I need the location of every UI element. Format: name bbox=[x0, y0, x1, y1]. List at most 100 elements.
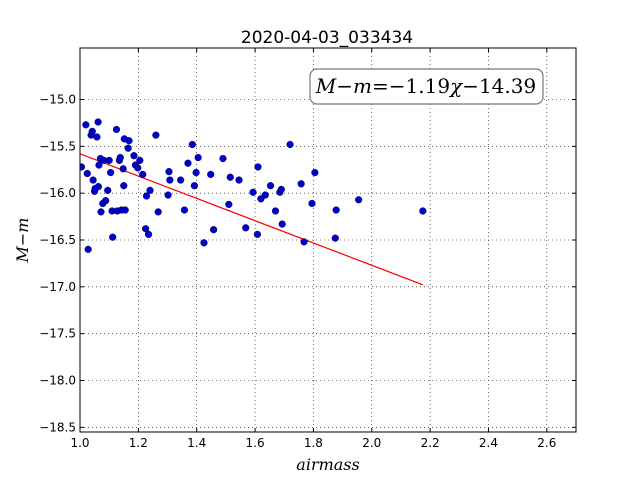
data-point bbox=[142, 225, 150, 233]
fit-line bbox=[79, 153, 424, 286]
data-point bbox=[84, 245, 92, 253]
y-axis-label: M−m bbox=[13, 218, 32, 264]
data-point bbox=[83, 169, 91, 178]
x-axis-label: airmass bbox=[296, 455, 359, 474]
data-point bbox=[165, 168, 173, 176]
data-point bbox=[112, 125, 121, 134]
x-tick-label: 2.6 bbox=[537, 436, 556, 450]
x-tick-labels: 1.0 1.2 1.4 1.6 1.8 2.0 2.2 2.4 2.6 bbox=[70, 436, 556, 450]
data-point bbox=[97, 208, 105, 216]
data-point bbox=[94, 183, 102, 191]
fit-line-group bbox=[79, 153, 424, 286]
data-point bbox=[93, 133, 101, 141]
data-point bbox=[297, 180, 305, 188]
data-point bbox=[130, 152, 138, 160]
annotation-var: χ bbox=[448, 74, 464, 98]
y-tick-label: −16.5 bbox=[39, 233, 76, 247]
y-tick-label: −15.5 bbox=[39, 139, 76, 153]
data-point bbox=[188, 140, 196, 149]
data-point bbox=[119, 165, 127, 173]
data-point bbox=[249, 188, 257, 196]
data-point bbox=[104, 186, 112, 194]
data-point bbox=[190, 182, 198, 190]
y-tick-labels: −15.0 −15.5 −16.0 −16.5 −17.0 −17.5 −18.0 −18.5 bbox=[39, 93, 76, 435]
data-point bbox=[166, 176, 174, 184]
data-point bbox=[116, 153, 124, 162]
data-point bbox=[142, 192, 151, 200]
data-point bbox=[82, 121, 90, 129]
data-point bbox=[235, 176, 243, 184]
x-tick-label: 1.8 bbox=[304, 436, 323, 450]
data-point bbox=[308, 199, 316, 208]
data-point bbox=[88, 127, 96, 135]
annotation-box bbox=[309, 68, 544, 105]
data-point bbox=[146, 186, 154, 194]
data-point bbox=[180, 206, 189, 214]
data-point bbox=[331, 234, 339, 242]
data-point bbox=[271, 207, 280, 215]
data-point bbox=[226, 173, 234, 181]
equation-annotation: M−m=−1.19χ−14.39 bbox=[309, 68, 544, 105]
x-tick-label: 1.6 bbox=[246, 436, 265, 450]
y-tick-label: −17.0 bbox=[39, 280, 76, 294]
y-tick-label: −18.0 bbox=[39, 373, 76, 387]
y-tick-label: −18.5 bbox=[39, 420, 76, 434]
y-tick-label: −15.0 bbox=[39, 93, 76, 107]
data-point bbox=[80, 163, 86, 171]
x-tick-label: 2.0 bbox=[362, 436, 381, 450]
annotation-lhs: M−m bbox=[315, 74, 372, 98]
data-point bbox=[125, 137, 133, 145]
data-point bbox=[184, 159, 192, 167]
data-point bbox=[419, 207, 427, 215]
data-points bbox=[80, 118, 427, 253]
data-point bbox=[261, 191, 269, 199]
data-point bbox=[154, 208, 162, 216]
data-point bbox=[286, 140, 294, 149]
annotation-equation: M−m=−1.19χ−14.39 bbox=[315, 74, 536, 98]
data-point bbox=[332, 206, 340, 214]
data-point bbox=[105, 156, 113, 164]
x-tick-label: 1.4 bbox=[187, 436, 206, 450]
annotation-slope: −1.19 bbox=[389, 74, 450, 98]
data-point bbox=[120, 182, 128, 190]
data-point bbox=[242, 224, 250, 232]
annotation-equals: = bbox=[372, 74, 389, 98]
data-point bbox=[210, 226, 218, 234]
data-point bbox=[200, 239, 208, 247]
chart-title: 2020-04-03_033434 bbox=[241, 28, 413, 48]
data-point bbox=[107, 168, 115, 177]
data-point bbox=[300, 238, 308, 246]
data-point bbox=[164, 191, 172, 199]
data-point bbox=[219, 154, 227, 163]
x-tick-label: 2.2 bbox=[421, 436, 440, 450]
data-point bbox=[225, 200, 233, 209]
data-point bbox=[134, 164, 142, 172]
annotation-intercept: −14.39 bbox=[462, 74, 536, 98]
data-point bbox=[94, 118, 102, 126]
data-point bbox=[277, 185, 285, 194]
data-point bbox=[207, 170, 215, 179]
data-point bbox=[121, 206, 129, 214]
data-point bbox=[192, 168, 200, 177]
data-point bbox=[109, 233, 117, 241]
data-point bbox=[177, 176, 185, 184]
data-point bbox=[89, 176, 97, 184]
data-point bbox=[124, 144, 132, 152]
data-point bbox=[194, 153, 202, 162]
data-point bbox=[355, 196, 363, 204]
data-point bbox=[311, 168, 319, 177]
y-tick-label: −16.0 bbox=[39, 186, 76, 200]
data-point bbox=[139, 170, 147, 179]
data-point bbox=[144, 230, 153, 238]
x-tick-label: 2.4 bbox=[479, 436, 498, 450]
data-point bbox=[136, 156, 144, 164]
data-point bbox=[102, 197, 110, 205]
x-tick-label: 1.2 bbox=[129, 436, 148, 450]
axis-ticks bbox=[79, 48, 576, 432]
data-point bbox=[254, 163, 262, 171]
data-point bbox=[266, 182, 275, 190]
data-point bbox=[152, 131, 160, 139]
y-tick-label: −17.5 bbox=[39, 327, 76, 341]
data-point bbox=[278, 220, 286, 228]
